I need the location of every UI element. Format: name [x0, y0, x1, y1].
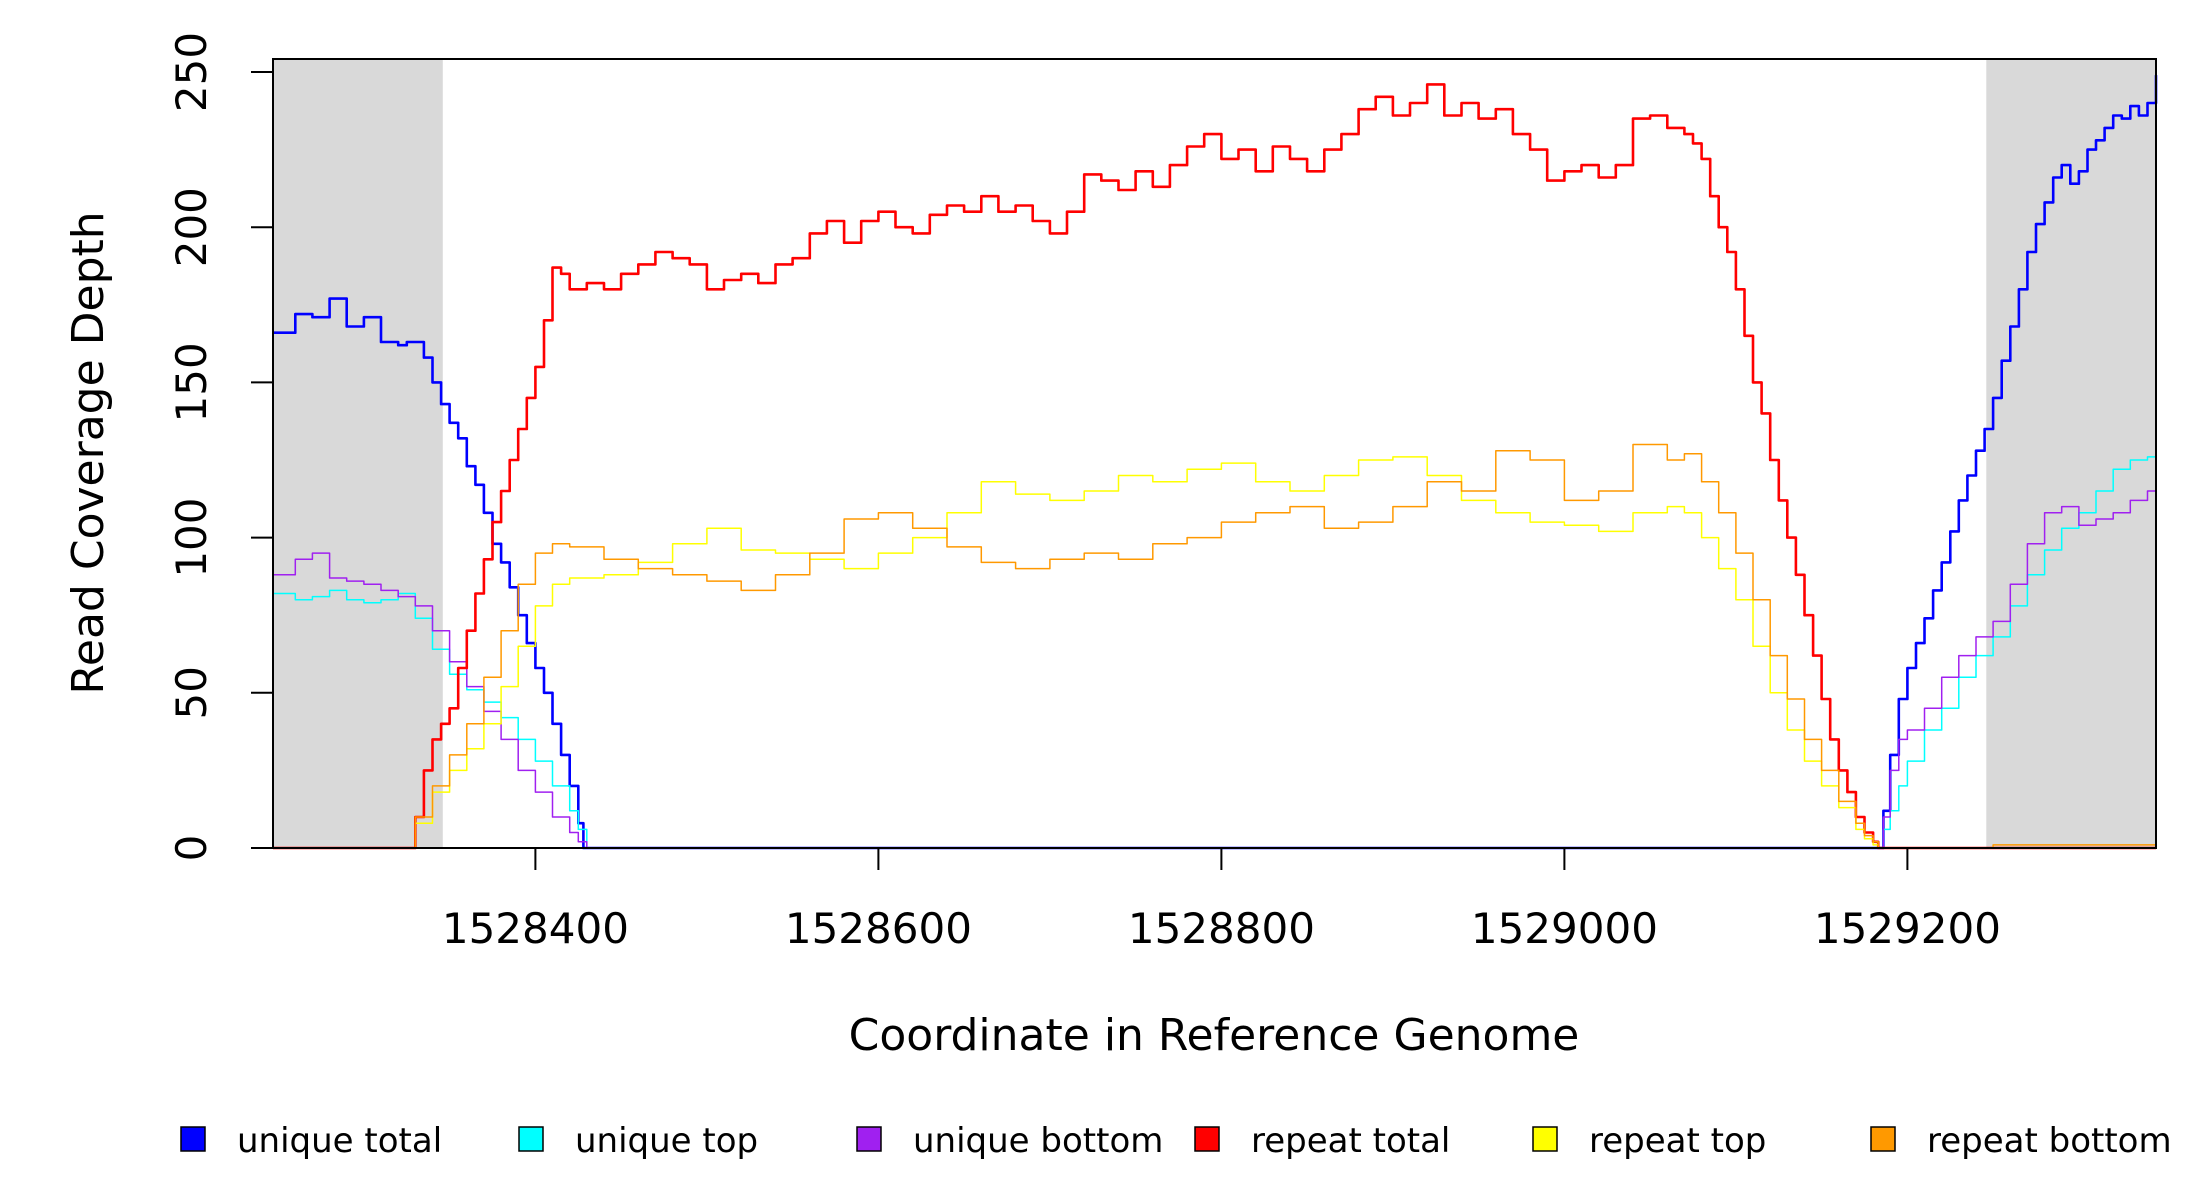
legend-swatch [856, 1126, 882, 1152]
legend-swatch [1532, 1126, 1558, 1152]
shaded-region-1 [273, 59, 443, 848]
series-line-unique-top [273, 450, 2157, 849]
x-tick-label: 1528400 [442, 904, 629, 953]
legend-label: unique top [575, 1121, 758, 1161]
legend: unique total unique top unique bottom repea… [180, 1121, 2172, 1161]
y-tick-label: 250 [167, 32, 216, 112]
legend-label: repeat total [1251, 1121, 1450, 1161]
series-line-unique-bottom [273, 478, 2157, 849]
shaded-region-2 [1986, 59, 2156, 848]
legend-label: unique total [237, 1121, 442, 1161]
x-axis: 1528400 1528600 1528800 1529000 1529200 [442, 847, 2001, 953]
y-tick-label: 50 [167, 666, 216, 719]
legend-label: unique bottom [913, 1121, 1163, 1161]
y-axis-label: Read Coverage Depth [63, 211, 114, 694]
legend-swatch [180, 1126, 206, 1152]
series-lines [273, 75, 2158, 850]
legend-label: repeat top [1589, 1121, 1766, 1161]
plot-frame [272, 58, 2157, 849]
legend-swatch [1194, 1126, 1220, 1152]
x-tick-label: 1528600 [785, 904, 972, 953]
y-tick-label: 100 [167, 498, 216, 578]
x-tick-label: 1529200 [1814, 904, 2001, 953]
y-tick-label: 200 [167, 187, 216, 267]
x-tick-label: 1529000 [1471, 904, 1658, 953]
legend-swatch [518, 1126, 544, 1152]
shaded-regions [273, 59, 2156, 848]
series-line-unique-total [273, 75, 2158, 850]
x-tick-label: 1528800 [1128, 904, 1315, 953]
series-line-repeat-top [273, 456, 2156, 849]
y-tick-label: 150 [167, 342, 216, 422]
legend-label: repeat bottom [1927, 1121, 2172, 1161]
x-axis-label: Coordinate in Reference Genome [849, 1010, 1580, 1061]
y-tick-label: 0 [167, 835, 216, 862]
legend-swatch [1870, 1126, 1896, 1152]
y-axis: 0 50 100 150 200 250 [167, 32, 274, 862]
series-line-repeat-bottom [273, 443, 2157, 849]
series-line-repeat-total [273, 83, 2156, 850]
